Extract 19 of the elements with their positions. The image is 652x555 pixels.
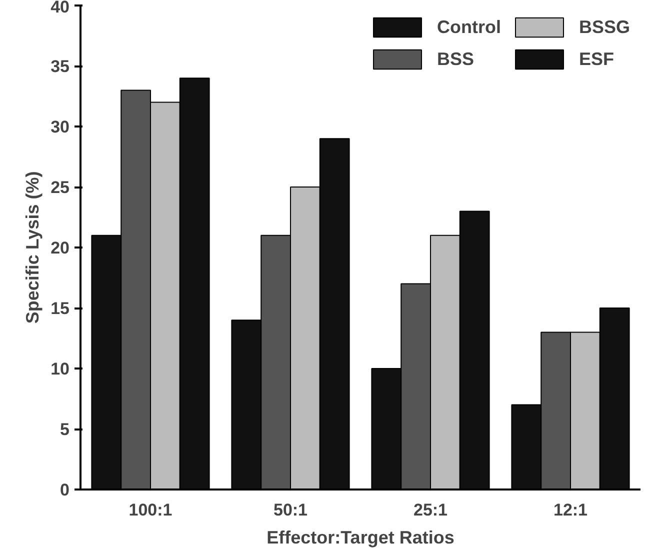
- x-axis-title: Effector:Target Ratios: [266, 528, 454, 548]
- legend-label: BSSG: [578, 16, 630, 38]
- x-tick-label: 100:1: [128, 500, 172, 520]
- y-tick-label: 40: [50, 0, 70, 16]
- x-tick-label: 50:1: [273, 500, 308, 520]
- x-tick-label: 12:1: [553, 500, 588, 520]
- y-tick-label: 20: [50, 238, 70, 258]
- y-tick-label: 0: [60, 480, 70, 500]
- legend-label: ESF: [578, 48, 614, 70]
- x-tick-label: 25:1: [413, 500, 448, 520]
- y-tick-label: 35: [50, 57, 70, 76]
- y-tick-label: 5: [60, 420, 70, 439]
- y-tick-label: 30: [50, 118, 70, 136]
- legend-label: BSS: [437, 48, 474, 70]
- y-axis-title: Specific Lysis (%): [22, 171, 43, 324]
- y-tick-label: 25: [50, 178, 70, 197]
- legend-label: Control: [437, 16, 501, 38]
- y-tick-label: 10: [50, 360, 70, 378]
- y-tick-label: 15: [50, 299, 70, 318]
